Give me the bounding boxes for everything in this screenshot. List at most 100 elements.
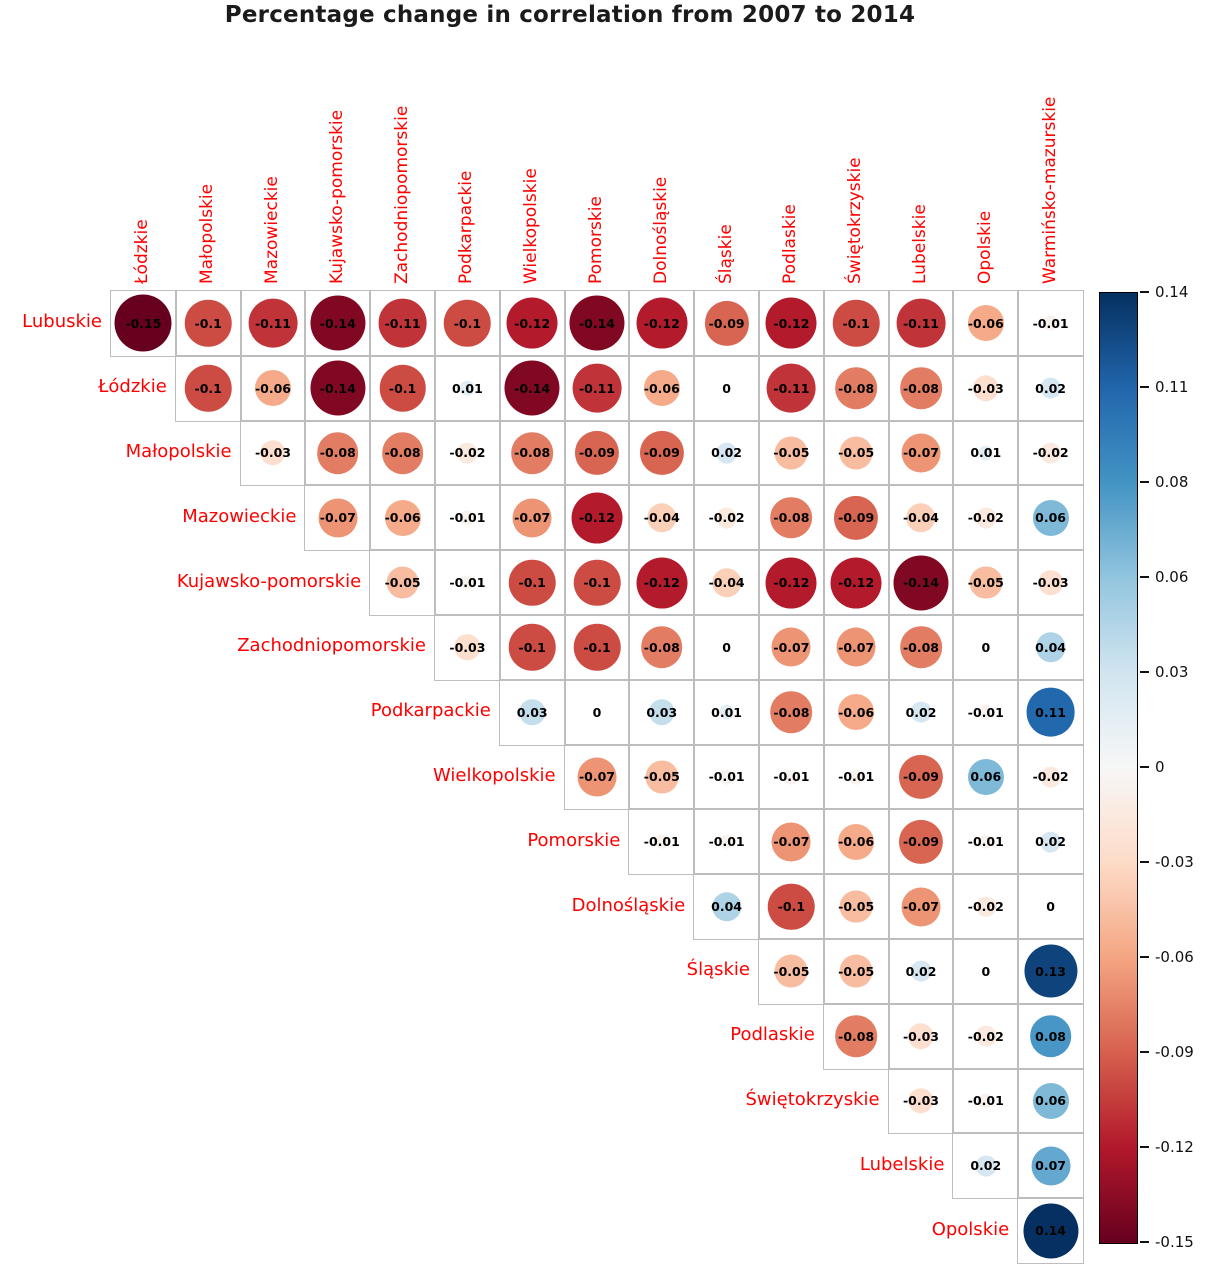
correlation-circle [839, 890, 873, 924]
correlation-circle [978, 1093, 994, 1109]
matrix-cell: 0.02 [1017, 354, 1084, 422]
correlation-circle [572, 363, 622, 413]
matrix-cell: -0.03 [434, 614, 501, 681]
matrix-cell: 0 [1017, 873, 1084, 940]
cell-value: 0 [1046, 899, 1055, 915]
colorbar-gradient [1099, 292, 1138, 1244]
colorbar-tick-mark [1140, 956, 1149, 958]
correlation-circle [512, 498, 552, 538]
column-label: Lubelskie [910, 204, 930, 284]
colorbar-tick-label: 0.03 [1155, 663, 1189, 681]
column-label: Zachodniopomorskie [391, 105, 412, 284]
correlation-circle [511, 432, 553, 474]
correlation-circle [1032, 499, 1069, 536]
colorbar-tick-mark [1140, 671, 1149, 673]
cell-value: 0.02 [1035, 834, 1066, 850]
matrix-cell: -0.03 [239, 419, 307, 487]
cell-value: -0.07 [773, 639, 810, 655]
cell-value: -0.08 [643, 639, 680, 655]
cell-value: 0.02 [905, 704, 937, 720]
matrix-cell: -0.03 [1017, 549, 1084, 616]
correlation-circle [766, 363, 816, 413]
correlation-circle [836, 627, 876, 667]
correlation-circle [316, 432, 359, 474]
correlation-circle [649, 699, 675, 725]
correlation-circle [848, 769, 864, 785]
cell-value: -0.01 [967, 1093, 1004, 1109]
matrix-cell: -0.08 [369, 419, 436, 487]
matrix-cell: -0.03 [952, 354, 1020, 422]
matrix-cell: 0 [693, 354, 760, 422]
matrix-cell: -0.11 [239, 290, 307, 357]
colorbar-tick-label: -0.03 [1155, 853, 1194, 871]
cell-value: -0.11 [902, 315, 939, 331]
correlation-circle [1032, 1082, 1069, 1120]
cell-value: -0.09 [708, 315, 745, 331]
matrix-cell: -0.02 [1017, 743, 1084, 811]
cell-value: -0.1 [777, 899, 806, 915]
column-label: Warmińsko-mazurskie [1039, 96, 1060, 284]
correlation-circle [975, 507, 997, 529]
matrix-cell: -0.05 [952, 549, 1020, 616]
colorbar-tick-label: 0.06 [1155, 568, 1189, 586]
matrix-cell: -0.01 [1017, 290, 1084, 357]
matrix-cell: -0.1 [498, 614, 566, 681]
correlation-circle [318, 498, 358, 538]
cell-value: -0.11 [773, 380, 810, 396]
row-label: Małopolskie [125, 441, 232, 462]
matrix-cell: -0.07 [563, 743, 631, 811]
matrix-cell: -0.07 [498, 484, 566, 552]
matrix-cell: 0.11 [1017, 678, 1084, 746]
matrix-cell: -0.07 [304, 484, 372, 552]
cell-value: -0.06 [967, 315, 1004, 331]
cell-value: -0.1 [518, 639, 546, 655]
matrix-cell: -0.06 [239, 354, 307, 422]
matrix-cell: -0.06 [952, 290, 1020, 357]
matrix-cell: 0 [693, 614, 760, 681]
correlation-circle [719, 769, 734, 785]
correlation-circle [573, 624, 621, 671]
correlation-circle [978, 704, 994, 720]
matrix-cell: -0.01 [822, 743, 890, 811]
correlation-circle [1035, 632, 1066, 663]
row-label: Kujawsko-pomorskie [176, 570, 362, 592]
correlation-circle [768, 883, 815, 930]
row-label: Zachodniopomorskie [237, 635, 426, 657]
colorbar-tick-mark [1140, 481, 1149, 483]
cell-value: 0.13 [1035, 963, 1066, 979]
cell-value: -0.02 [1032, 445, 1069, 461]
correlation-circle [114, 294, 172, 352]
cell-value: -0.03 [902, 1093, 939, 1109]
colorbar-tick-mark [1140, 1146, 1149, 1148]
matrix-cell: -0.05 [822, 873, 890, 940]
correlation-circle [460, 380, 475, 396]
correlation-circle [774, 954, 808, 988]
correlation-circle [577, 757, 617, 797]
matrix-cell: -0.01 [952, 808, 1020, 876]
row-label: Śląskie [686, 959, 750, 981]
cell-value: -0.11 [254, 315, 291, 331]
cell-value: -0.05 [967, 575, 1004, 591]
correlation-circle [719, 834, 734, 850]
correlation-circle [1023, 1203, 1079, 1259]
cell-value: -0.1 [842, 315, 870, 331]
colorbar-tick-label: -0.12 [1155, 1138, 1194, 1156]
correlation-circle [975, 1025, 997, 1047]
matrix-cell: -0.1 [563, 614, 631, 681]
matrix-cell: -0.14 [887, 549, 955, 616]
cell-value: 0.02 [970, 1158, 1002, 1174]
cell-value: -0.1 [194, 315, 222, 331]
correlation-circle [571, 492, 623, 544]
cell-value: 0 [981, 963, 991, 979]
correlation-circle [910, 701, 932, 723]
matrix-cell: 0.02 [887, 938, 955, 1005]
correlation-circle [460, 510, 475, 526]
cell-value: -0.12 [514, 315, 551, 331]
cell-value: -0.01 [708, 769, 745, 785]
cell-value: -0.02 [967, 1028, 1004, 1044]
correlation-circle [636, 557, 688, 609]
matrix-cell: -0.08 [628, 614, 696, 681]
correlation-circle [784, 769, 799, 785]
correlation-circle [654, 834, 670, 850]
correlation-circle [716, 507, 737, 529]
